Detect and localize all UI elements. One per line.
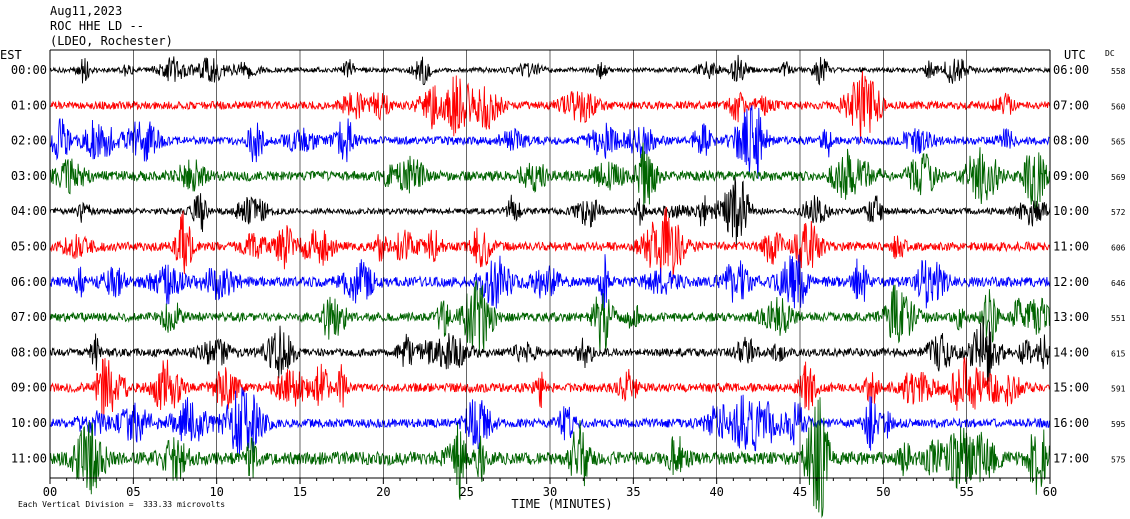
dc-value-label: 558 [1111, 67, 1126, 76]
x-tick-label: 55 [959, 485, 973, 499]
est-hour-label: 01:00 [11, 98, 47, 112]
utc-axis-label: UTC [1064, 48, 1086, 62]
utc-hour-label: 08:00 [1053, 134, 1089, 148]
est-hour-label: 00:00 [11, 63, 47, 77]
x-tick-label: 60 [1043, 485, 1057, 499]
x-tick-label: 35 [626, 485, 640, 499]
utc-hour-label: 17:00 [1053, 451, 1089, 465]
est-hour-label: 07:00 [11, 310, 47, 324]
utc-hour-label: 15:00 [1053, 381, 1089, 395]
dc-value-label: 615 [1111, 349, 1126, 358]
header-station: ROC HHE LD -- [50, 19, 144, 33]
x-tick-label: 25 [459, 485, 473, 499]
x-tick-label: 10 [209, 485, 223, 499]
est-hour-label: 08:00 [11, 345, 47, 359]
est-axis-label: EST [0, 48, 22, 62]
dc-value-label: 572 [1111, 208, 1126, 217]
x-tick-label: 30 [543, 485, 557, 499]
dc-value-label: 551 [1111, 314, 1126, 323]
utc-hour-label: 09:00 [1053, 169, 1089, 183]
utc-hour-label: 10:00 [1053, 204, 1089, 218]
dc-value-label: 569 [1111, 173, 1126, 182]
utc-hour-label: 16:00 [1053, 416, 1089, 430]
utc-hour-label: 14:00 [1053, 345, 1089, 359]
dc-header-label: DC [1105, 49, 1115, 58]
utc-hour-label: 12:00 [1053, 275, 1089, 289]
est-hour-label: 09:00 [11, 381, 47, 395]
x-tick-label: 15 [293, 485, 307, 499]
x-tick-label: 05 [126, 485, 140, 499]
x-axis-ticks: 00 05 10 15 20 25 30 35 40 45 50 55 60 [43, 50, 1057, 499]
x-tick-label: 45 [793, 485, 807, 499]
est-hour-label: 06:00 [11, 275, 47, 289]
dc-value-label: 646 [1111, 279, 1126, 288]
utc-hour-label: 11:00 [1053, 240, 1089, 254]
x-tick-label: 20 [376, 485, 390, 499]
est-hour-label: 03:00 [11, 169, 47, 183]
utc-hour-label: 07:00 [1053, 98, 1089, 112]
x-tick-label: 40 [709, 485, 723, 499]
dc-value-label: 606 [1111, 244, 1126, 253]
row-labels: 00:00 06:00 558 01:00 07:00 560 02:00 08:00 565 0… [11, 63, 1126, 465]
scale-note: Each Vertical Division = 333.33 microvol… [18, 500, 226, 509]
header-network: (LDEO, Rochester) [50, 34, 173, 48]
est-hour-label: 11:00 [11, 451, 47, 465]
dc-value-label: 591 [1111, 385, 1126, 394]
x-tick-label: 50 [876, 485, 890, 499]
header-date: Aug11,2023 [50, 4, 123, 18]
dc-value-label: 560 [1111, 102, 1126, 111]
utc-hour-label: 13:00 [1053, 310, 1089, 324]
x-tick-label: 00 [43, 485, 57, 499]
utc-hour-label: 06:00 [1053, 63, 1089, 77]
est-hour-label: 02:00 [11, 134, 47, 148]
dc-value-label: 565 [1111, 138, 1126, 147]
x-axis-title: TIME (MINUTES) [511, 497, 612, 511]
dc-value-label: 595 [1111, 420, 1126, 429]
est-hour-label: 04:00 [11, 204, 47, 218]
est-hour-label: 05:00 [11, 240, 47, 254]
est-hour-label: 10:00 [11, 416, 47, 430]
dc-value-label: 575 [1111, 455, 1126, 464]
